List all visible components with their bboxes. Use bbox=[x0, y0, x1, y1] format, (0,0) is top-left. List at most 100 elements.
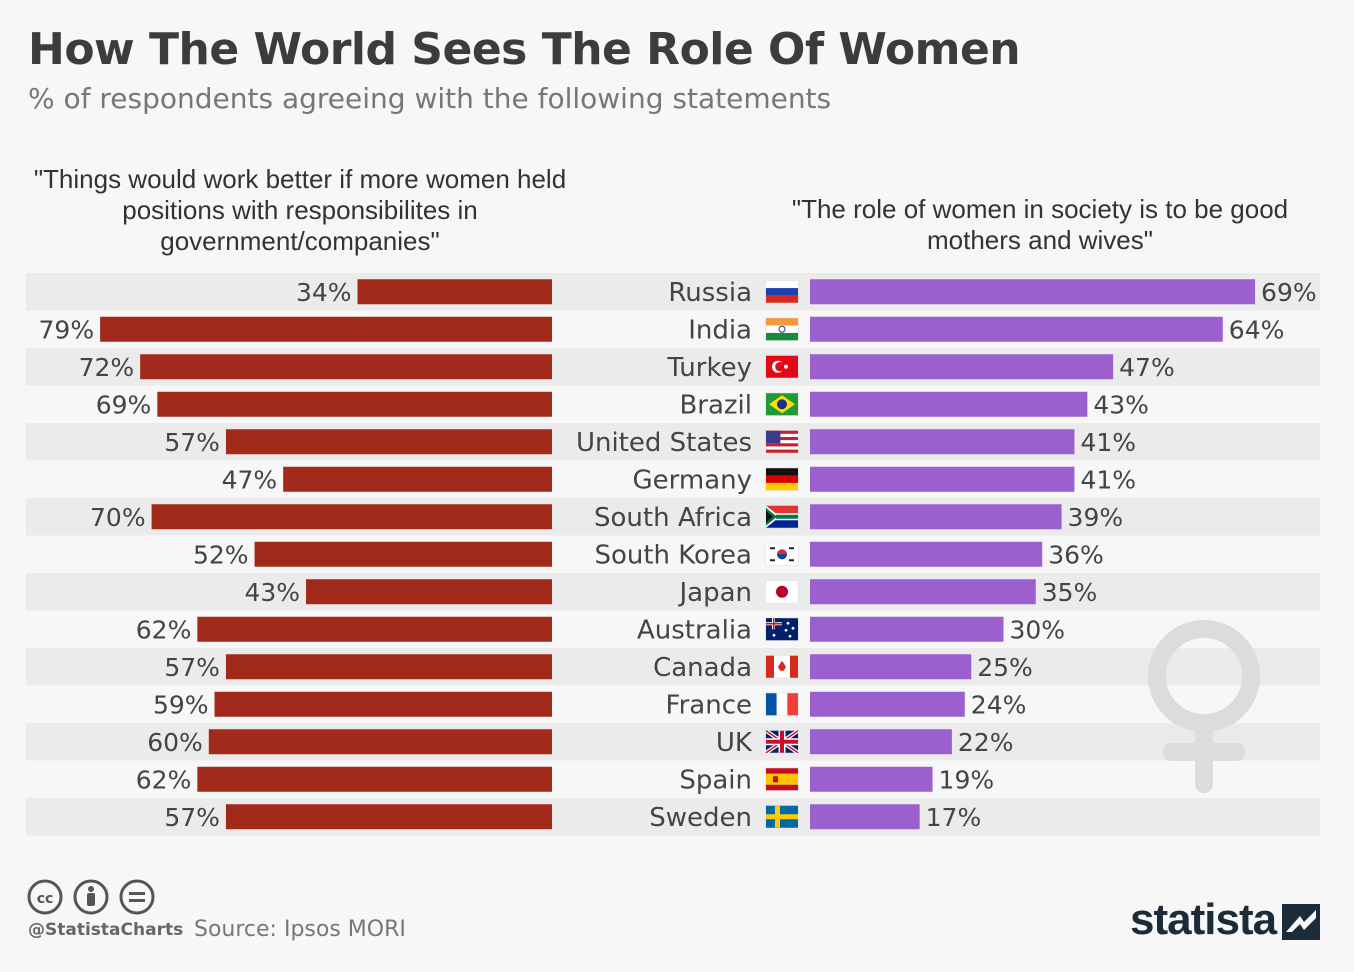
left-value-label: 57% bbox=[164, 653, 220, 682]
country-label: Sweden bbox=[649, 803, 752, 833]
left-statement: "Things would work better if more women … bbox=[33, 164, 567, 256]
right-statement: "The role of women in society is to be g… bbox=[791, 194, 1289, 255]
country-label: South Korea bbox=[594, 540, 752, 570]
table-row: 59% France 24% bbox=[153, 690, 1026, 720]
country-label: Brazil bbox=[679, 390, 752, 420]
left-value-label: 79% bbox=[39, 315, 95, 344]
left-bar bbox=[140, 354, 552, 380]
chart-title: How The World Sees The Role Of Women bbox=[28, 24, 1021, 75]
country-label: South Africa bbox=[594, 503, 752, 533]
table-row: 43% Japan 35% bbox=[26, 573, 1320, 611]
country-label: India bbox=[688, 315, 752, 345]
country-label: Germany bbox=[632, 465, 752, 495]
right-bar bbox=[810, 766, 933, 792]
table-row: 52% South Korea 36% bbox=[193, 540, 1104, 570]
left-value-label: 70% bbox=[90, 503, 146, 532]
statista-handle[interactable]: @StatistaCharts bbox=[28, 920, 184, 940]
table-row: 34% Russia 69% bbox=[26, 273, 1320, 311]
right-bar bbox=[810, 391, 1088, 417]
right-bar bbox=[810, 354, 1114, 380]
no-derivatives-icon bbox=[119, 879, 155, 915]
left-bar bbox=[225, 429, 552, 455]
left-bar bbox=[214, 691, 552, 717]
left-bar bbox=[225, 804, 552, 830]
right-value-label: 39% bbox=[1068, 503, 1124, 532]
table-row: 57% Sweden 17% bbox=[26, 798, 1320, 836]
country-label: Canada bbox=[653, 653, 752, 683]
usa-flag-icon bbox=[765, 430, 799, 454]
country-label: UK bbox=[716, 728, 753, 758]
right-value-label: 24% bbox=[971, 690, 1027, 719]
russia-flag-icon bbox=[765, 280, 799, 304]
cc-icon: cc bbox=[27, 879, 63, 915]
left-value-label: 62% bbox=[136, 765, 192, 794]
left-value-label: 34% bbox=[296, 278, 352, 307]
germany-flag-icon bbox=[765, 467, 799, 491]
canada-flag-icon bbox=[765, 655, 799, 679]
country-label: Japan bbox=[677, 578, 752, 608]
left-value-label: 57% bbox=[164, 803, 220, 832]
left-value-label: 62% bbox=[136, 615, 192, 644]
india-flag-icon bbox=[765, 317, 799, 341]
country-label: Australia bbox=[637, 615, 752, 645]
left-value-label: 69% bbox=[96, 390, 152, 419]
south-korea-flag-icon bbox=[765, 542, 799, 566]
right-value-label: 43% bbox=[1093, 390, 1149, 419]
right-value-label: 19% bbox=[939, 765, 995, 794]
right-bar bbox=[810, 691, 965, 717]
left-bar bbox=[357, 279, 552, 305]
right-bar bbox=[810, 316, 1223, 342]
country-label: Spain bbox=[679, 765, 752, 795]
right-value-label: 41% bbox=[1080, 428, 1136, 457]
brazil-flag-icon bbox=[765, 392, 799, 416]
statista-logo[interactable]: statista bbox=[1130, 895, 1277, 944]
left-bar bbox=[197, 616, 553, 642]
right-bar bbox=[810, 729, 952, 755]
venus-symbol-icon bbox=[1148, 620, 1260, 793]
left-value-label: 43% bbox=[244, 578, 300, 607]
right-value-label: 64% bbox=[1229, 315, 1285, 344]
table-row: 57% Canada 25% bbox=[26, 648, 1320, 686]
right-bar bbox=[810, 579, 1036, 605]
left-value-label: 52% bbox=[193, 540, 249, 569]
japan-flag-icon bbox=[765, 580, 799, 604]
left-bar bbox=[197, 766, 553, 792]
left-value-label: 59% bbox=[153, 690, 209, 719]
left-bar bbox=[254, 541, 552, 567]
row-stripe bbox=[26, 573, 1320, 611]
table-row: 69% Brazil 43% bbox=[96, 390, 1149, 420]
left-value-label: 60% bbox=[147, 728, 203, 757]
right-value-label: 41% bbox=[1080, 465, 1136, 494]
country-label: France bbox=[666, 690, 752, 720]
turkey-flag-icon bbox=[765, 355, 799, 379]
right-bar bbox=[810, 504, 1062, 530]
sweden-flag-icon bbox=[765, 805, 799, 829]
table-row: 79% India 64% bbox=[39, 315, 1285, 345]
left-bar bbox=[283, 466, 552, 492]
left-bar bbox=[157, 391, 552, 417]
right-value-label: 69% bbox=[1261, 278, 1317, 307]
australia-flag-icon bbox=[765, 617, 799, 641]
right-bar bbox=[810, 279, 1256, 305]
right-value-label: 35% bbox=[1042, 578, 1098, 607]
chart-subtitle: % of respondents agreeing with the follo… bbox=[28, 82, 832, 115]
table-row: 47% Germany 41% bbox=[222, 465, 1136, 495]
svg-text:cc: cc bbox=[37, 891, 54, 907]
table-row: 57% United States 41% bbox=[26, 423, 1320, 461]
country-label: Russia bbox=[668, 278, 752, 308]
france-flag-icon bbox=[765, 692, 799, 716]
left-bar bbox=[306, 579, 552, 605]
country-label: Turkey bbox=[666, 353, 752, 383]
left-value-label: 47% bbox=[222, 465, 278, 494]
left-value-label: 57% bbox=[164, 428, 220, 457]
source-text: Source: Ipsos MORI bbox=[194, 917, 406, 942]
left-bar bbox=[225, 654, 552, 680]
license-icons: cc bbox=[26, 878, 166, 922]
left-bar bbox=[100, 316, 553, 342]
right-value-label: 36% bbox=[1048, 540, 1104, 569]
right-value-label: 30% bbox=[1010, 615, 1066, 644]
attribution-icon bbox=[73, 879, 109, 915]
table-row: 60% UK 22% bbox=[26, 723, 1320, 761]
right-bar bbox=[810, 429, 1075, 455]
